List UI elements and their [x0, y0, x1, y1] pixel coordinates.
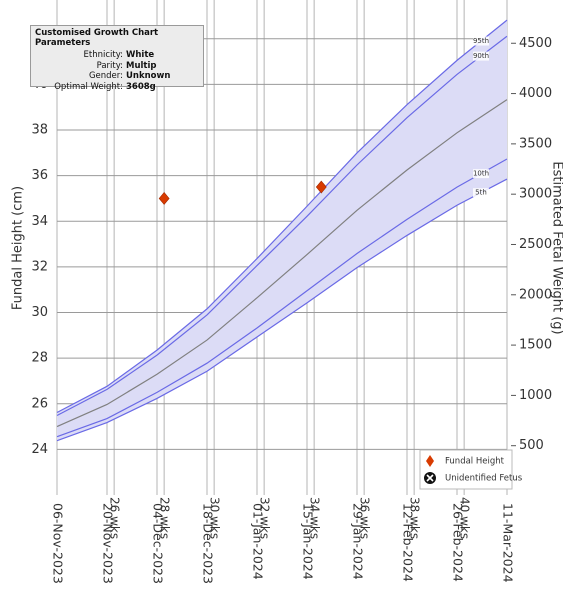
- y2-tick-label: 4000: [519, 86, 552, 101]
- y2-tick-label: 500: [519, 438, 544, 453]
- parameters-box: Customised Growth Chart Parameters Ethni…: [30, 25, 204, 92]
- fundal-point: [158, 191, 170, 205]
- y-tick-label: 38: [31, 123, 48, 138]
- week-tick-label: 26 wks: [108, 497, 122, 539]
- x-tick-label: 04-Dec-2023: [151, 503, 166, 584]
- week-tick-label: 32 wks: [258, 497, 272, 539]
- y-tick-label: 30: [31, 305, 48, 320]
- centile-label-bg: [473, 169, 489, 179]
- centile-label: 95th: [473, 37, 489, 45]
- x-tick-label: 06-Nov-2023: [51, 503, 66, 584]
- legend-symbol: [426, 455, 434, 467]
- centile-label: 90th: [473, 52, 489, 60]
- week-tick-label: 36 wks: [358, 497, 372, 539]
- x-tick-label: 29-Jan-2024: [351, 503, 366, 580]
- y2-tick-label: 4500: [519, 36, 552, 51]
- week-tick-label: 28 wks: [158, 497, 172, 539]
- parameter-row: Parity: Multip: [35, 61, 199, 72]
- y2-tick-label: 2000: [519, 287, 552, 302]
- x-tick-label: 12-Feb-2024: [401, 503, 416, 582]
- y2-tick-label: 1000: [519, 388, 552, 403]
- y-axis-label: Fundal Height (cm): [11, 186, 26, 310]
- centile-label-bg: [473, 36, 489, 46]
- x-tick-label: 01-Jan-2024: [251, 503, 266, 580]
- centile-label-bg: [473, 188, 489, 198]
- y2-tick-label: 2500: [519, 237, 552, 252]
- week-tick-label: 40 wks: [458, 497, 472, 539]
- parameter-value: White: [126, 50, 155, 60]
- x-tick-label: 20-Nov-2023: [101, 503, 116, 584]
- y2-tick-label: 3500: [519, 136, 552, 151]
- week-tick-label: 38 wks: [408, 497, 422, 539]
- centile-line: [56, 178, 508, 442]
- centile-line: [56, 158, 508, 438]
- fundal-point: [315, 180, 327, 194]
- legend-label: Unidentified Fetus: [445, 474, 523, 484]
- parameter-row: Optimal Weight: 3608g: [35, 82, 199, 93]
- x-tick-label: 26-Feb-2024: [451, 503, 466, 582]
- parameter-label: Gender:: [88, 71, 123, 81]
- x-tick-label: 11-Mar-2024: [501, 503, 516, 583]
- centile-label: 5th: [475, 189, 487, 197]
- parameter-label: Parity:: [96, 60, 123, 71]
- y2-axis-label: Estimated Fetal Weight (g): [550, 161, 563, 334]
- y2-tick-label: 1500: [519, 338, 552, 353]
- y-tick-label: 34: [31, 214, 48, 229]
- parameter-row: Gender: Unknown: [35, 71, 199, 82]
- parameter-value: 3608g: [126, 81, 156, 92]
- y-tick-label: 24: [31, 442, 48, 457]
- y-tick-label: 32: [31, 259, 48, 274]
- centile-label: 10th: [473, 170, 489, 178]
- parameters-title: Customised Growth Chart Parameters: [35, 28, 159, 48]
- legend-symbol: [426, 474, 434, 482]
- legend-box: [419, 449, 513, 490]
- parameter-label: Optimal Weight:: [54, 81, 123, 92]
- parameter-row: Ethnicity: White: [35, 50, 199, 61]
- week-tick-label: 30 wks: [208, 497, 222, 539]
- parameter-value: Unknown: [126, 71, 171, 81]
- y2-tick-label: 3000: [519, 187, 552, 202]
- centile-line: [56, 99, 508, 428]
- parameter-label: Ethnicity:: [83, 50, 123, 60]
- legend-label: Fundal Height: [445, 457, 505, 467]
- y-tick-label: 28: [31, 351, 48, 366]
- centile-band: [57, 20, 507, 441]
- centile-line: [56, 19, 508, 414]
- x-tick-label: 18-Dec-2023: [201, 503, 216, 584]
- week-tick-label: 34 wks: [308, 497, 322, 539]
- centile-label-bg: [473, 51, 489, 61]
- parameter-value: Multip: [126, 60, 157, 71]
- y-tick-label: 26: [31, 396, 48, 411]
- centile-line: [56, 35, 508, 417]
- x-tick-label: 15-Jan-2024: [301, 503, 316, 580]
- y-tick-label: 36: [31, 168, 48, 183]
